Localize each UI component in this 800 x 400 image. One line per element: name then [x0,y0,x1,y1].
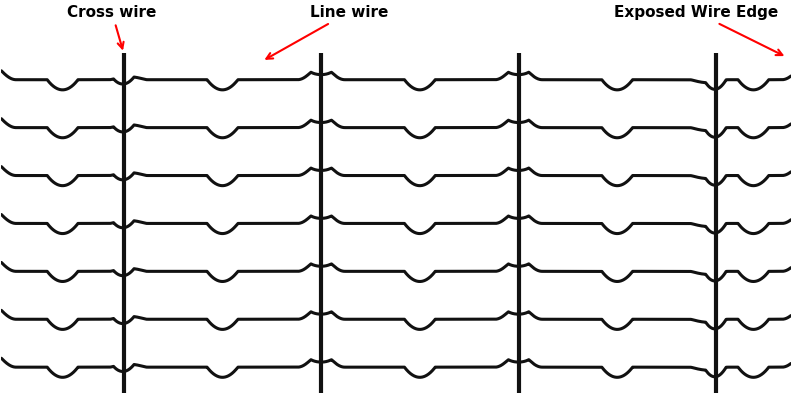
Text: Exposed Wire Edge: Exposed Wire Edge [614,5,782,55]
Text: Cross wire: Cross wire [67,5,157,48]
Text: Line wire: Line wire [266,5,388,59]
